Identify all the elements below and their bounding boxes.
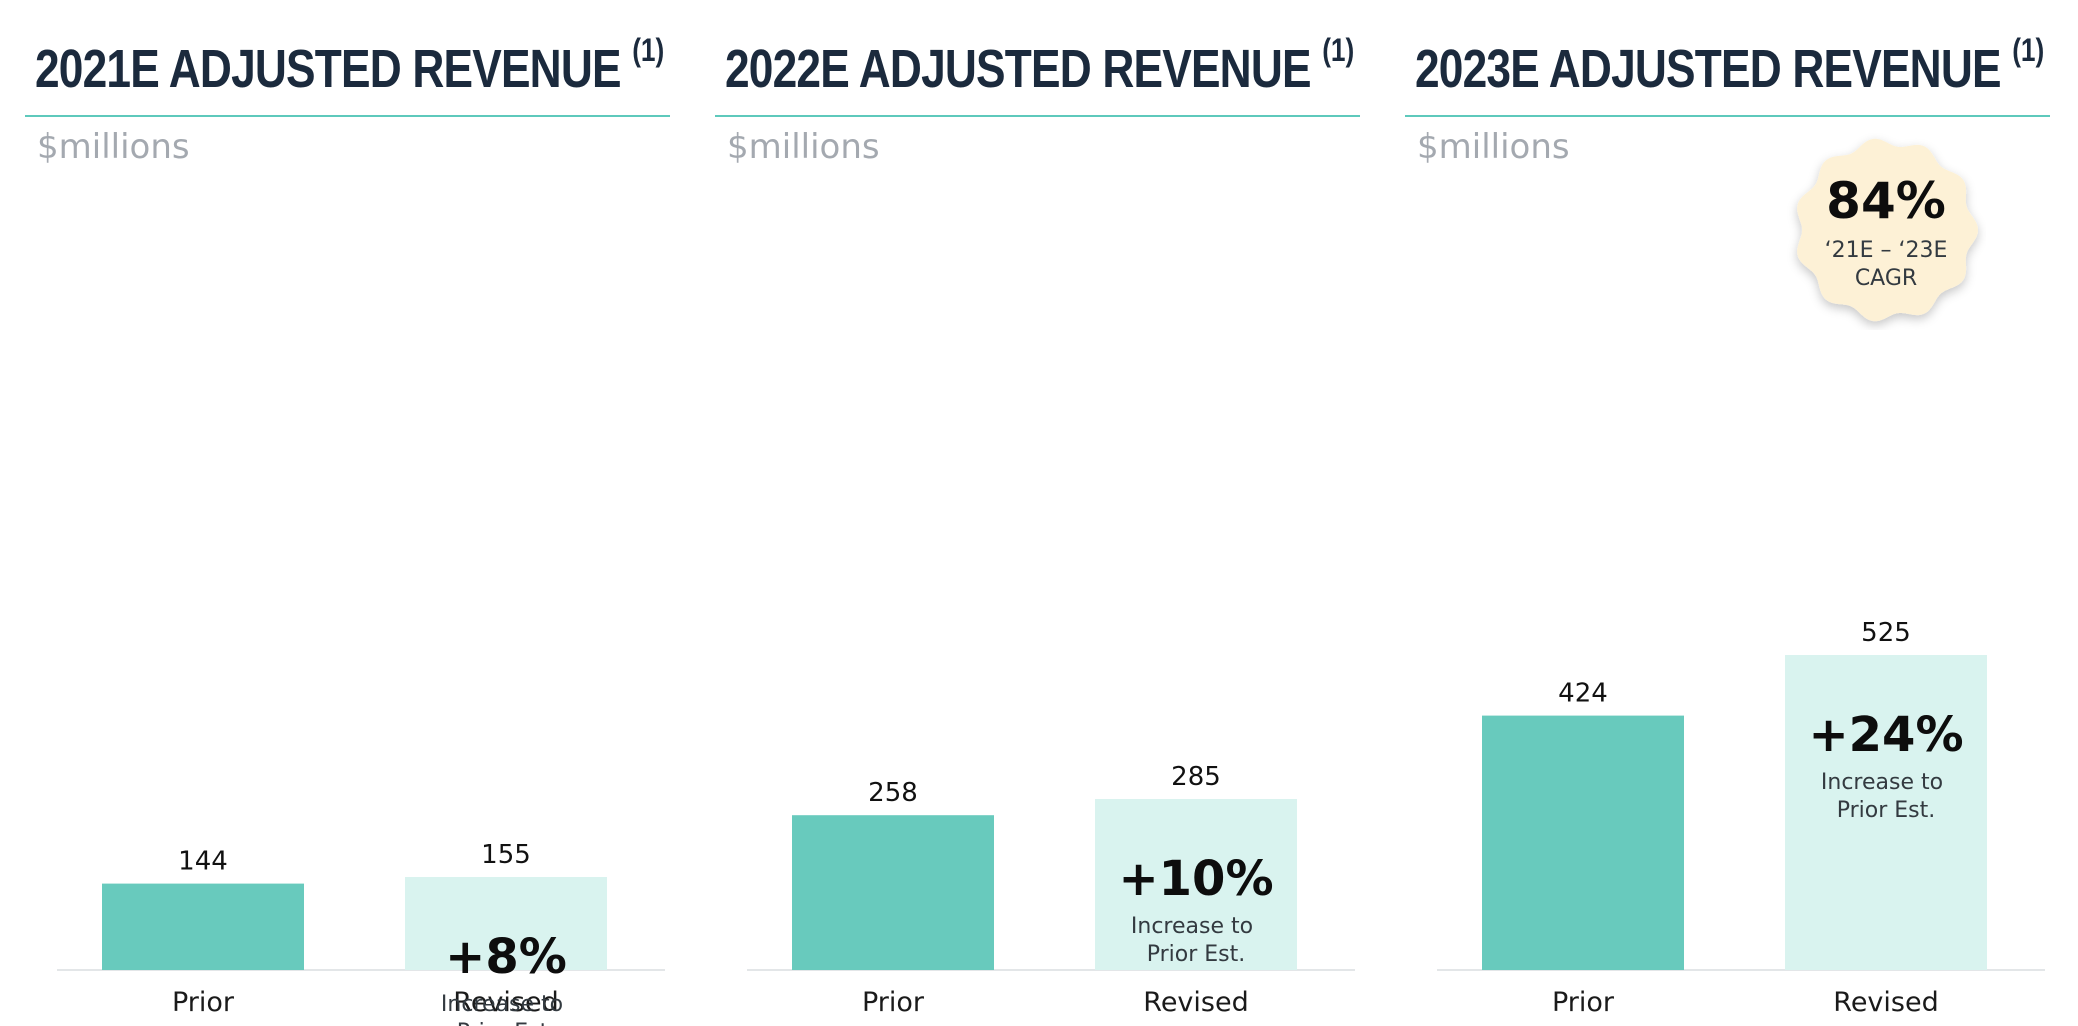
category-label-prior: Prior: [862, 987, 925, 1018]
bar-prior: [1482, 715, 1684, 970]
bar-prior: [792, 815, 994, 970]
footnote-ref: (1): [1322, 32, 1355, 68]
value-label-revised: 525: [1861, 618, 1911, 648]
cagr-badge: 84% ‘21E – ‘23E CAGR: [1797, 138, 1978, 322]
footnote-ref: (1): [632, 32, 665, 68]
unit-label: $millions: [37, 127, 190, 167]
bar-revised: [1095, 799, 1297, 970]
value-label-prior: 144: [178, 847, 228, 877]
title-rule: [25, 115, 670, 117]
value-label-revised: 155: [481, 840, 531, 870]
category-label-revised: Revised: [1833, 987, 1938, 1018]
category-label-revised: Revised: [453, 987, 558, 1018]
increase-caption-line2: Prior Est.: [1147, 942, 1246, 967]
footnote-ref: (1): [2012, 32, 2045, 68]
increase-percent: +10%: [1118, 851, 1273, 907]
cagr-caption-line2: CAGR: [1855, 266, 1917, 291]
unit-label: $millions: [1417, 127, 1570, 167]
category-label-prior: Prior: [1552, 987, 1615, 1018]
bar-prior: [102, 883, 304, 970]
bar-revised: [405, 877, 607, 970]
increase-caption-line1: Increase to: [1821, 770, 1943, 795]
chart-panel-2023: 2023E ADJUSTED REVENUE (1) $millions 424…: [1405, 0, 2050, 1026]
chart-title: 2021E ADJUSTED REVENUE (1): [35, 32, 665, 99]
chart-title: 2022E ADJUSTED REVENUE (1): [725, 32, 1355, 99]
chart-panel-2022: 2022E ADJUSTED REVENUE (1) $millions 258…: [715, 0, 1360, 1026]
bar-revised: [1785, 655, 1987, 970]
badge-scalloped-shape: [1797, 138, 1978, 322]
bar-chart-2021: 144 Prior 155 Revised+8% Increase to Prior Es…: [57, 840, 665, 1026]
increase-percent: +24%: [1808, 707, 1963, 763]
title-rule: [1405, 115, 2050, 117]
category-label-prior: Prior: [172, 987, 235, 1018]
unit-label: $millions: [727, 127, 880, 167]
increase-caption-line1: Increase to: [1131, 914, 1253, 939]
value-label-prior: 258: [868, 778, 918, 808]
cagr-value: 84%: [1826, 172, 1946, 230]
increase-caption-line1: Increase to: [441, 992, 563, 1017]
increase-percent: +8%: [445, 929, 567, 985]
value-label-revised: 285: [1171, 762, 1221, 792]
bar-chart-2022: 258 Prior 285 Revised +10% Increase to Prior E…: [747, 762, 1355, 1018]
category-label-revised: Revised: [1143, 987, 1248, 1018]
bar-chart-2023: 424 Prior 525 Revised +24% Increase to Prior E…: [1437, 618, 2045, 1018]
value-label-prior: 424: [1558, 679, 1608, 709]
chart-title: 2023E ADJUSTED REVENUE (1): [1415, 32, 2045, 99]
increase-caption-line2: Prior Est.: [1837, 798, 1936, 823]
chart-panel-2021: 2021E ADJUSTED REVENUE (1) $millions 144…: [25, 0, 670, 1026]
title-rule: [715, 115, 1360, 117]
increase-caption-line2: Prior Est.: [457, 1020, 556, 1026]
cagr-caption-line1: ‘21E – ‘23E: [1825, 238, 1948, 263]
